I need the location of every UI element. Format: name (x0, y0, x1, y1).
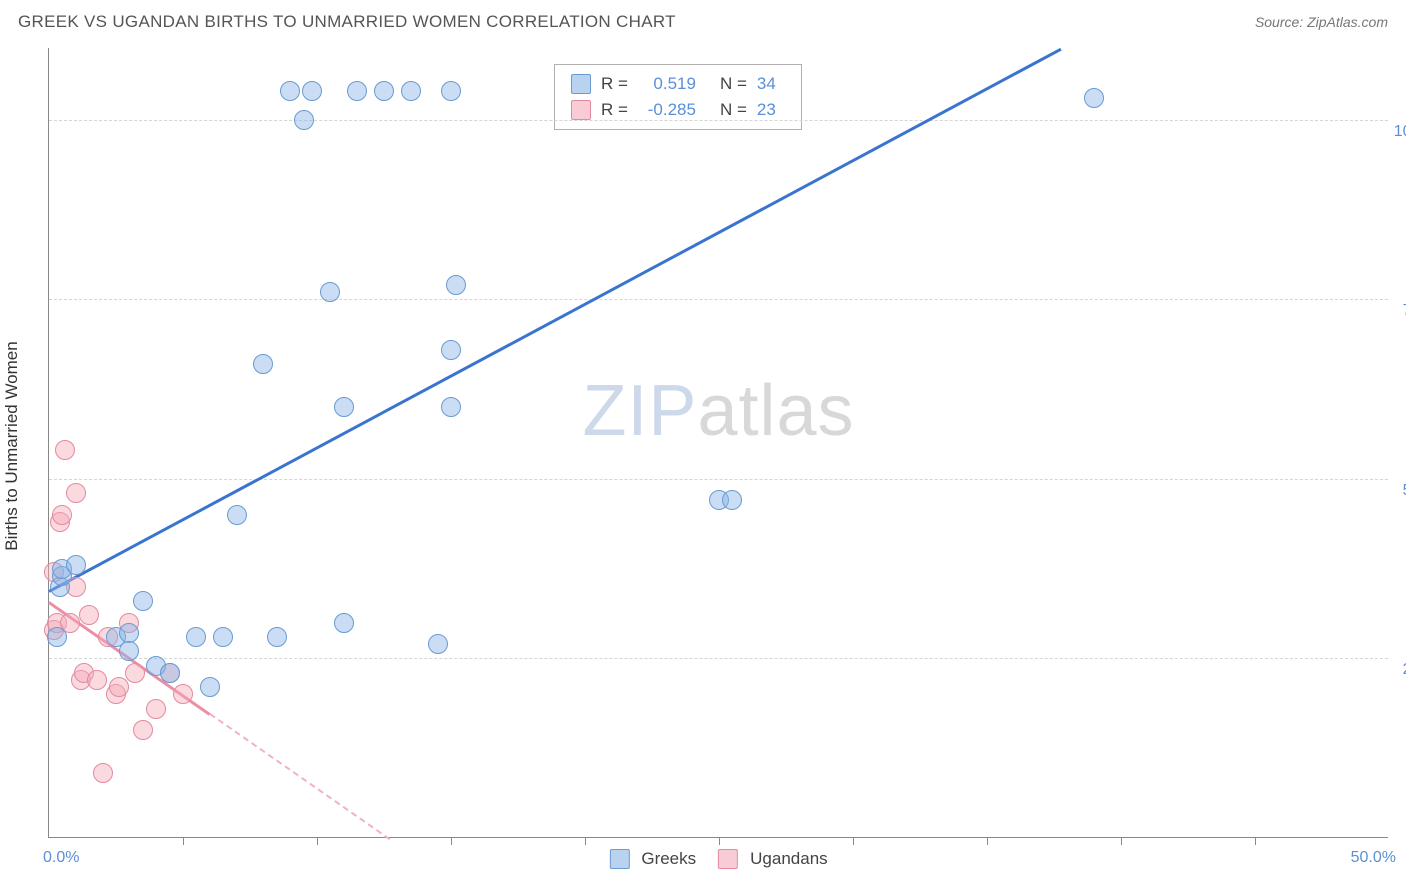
legend-label-greek: Greeks (641, 849, 696, 869)
data-point-greek (441, 81, 461, 101)
data-point-greek (374, 81, 394, 101)
r-label-2: R = (601, 100, 628, 120)
data-point-greek (186, 627, 206, 647)
data-point-ugandan (79, 605, 99, 625)
gridline (49, 479, 1388, 480)
watermark-atlas: atlas (697, 371, 854, 451)
data-point-greek (119, 641, 139, 661)
data-point-ugandan (55, 440, 75, 460)
x-tick-min-label: 0.0% (43, 849, 79, 867)
data-point-greek (200, 677, 220, 697)
data-point-ugandan (87, 670, 107, 690)
n-label: N = (720, 74, 747, 94)
r-value-greek: 0.519 (634, 74, 696, 94)
chart-source: Source: ZipAtlas.com (1255, 14, 1388, 30)
gridline (49, 299, 1388, 300)
data-point-ugandan (93, 763, 113, 783)
data-point-greek (446, 275, 466, 295)
data-point-ugandan (125, 663, 145, 683)
x-tick (451, 837, 452, 845)
watermark: ZIPatlas (582, 370, 854, 452)
legend-item-ugandan: Ugandans (718, 849, 828, 869)
data-point-greek (133, 591, 153, 611)
data-point-greek (302, 81, 322, 101)
data-point-greek (280, 81, 300, 101)
chart-header: GREEK VS UGANDAN BIRTHS TO UNMARRIED WOM… (0, 0, 1406, 44)
legend-swatch-ugandan-icon (718, 849, 738, 869)
data-point-greek (401, 81, 421, 101)
watermark-zip: ZIP (582, 371, 697, 451)
data-point-greek (227, 505, 247, 525)
y-tick-label: 75.0% (1403, 302, 1406, 320)
y-axis-label: Births to Unmarried Women (2, 341, 22, 550)
stats-row-greek: R = 0.519 N = 34 (571, 71, 785, 97)
swatch-greek-icon (571, 74, 591, 94)
n-label-2: N = (720, 100, 747, 120)
x-tick (987, 837, 988, 845)
data-point-ugandan (146, 699, 166, 719)
swatch-ugandan-icon (571, 100, 591, 120)
r-value-ugandan: -0.285 (634, 100, 696, 120)
legend-swatch-greek-icon (609, 849, 629, 869)
data-point-greek (334, 397, 354, 417)
data-point-ugandan (173, 684, 193, 704)
data-point-greek (428, 634, 448, 654)
data-point-ugandan (66, 483, 86, 503)
gridline (49, 658, 1388, 659)
data-point-greek (347, 81, 367, 101)
y-tick-label: 25.0% (1403, 661, 1406, 679)
x-tick (1255, 837, 1256, 845)
data-point-greek (1084, 88, 1104, 108)
data-point-greek (213, 627, 233, 647)
plot-area: ZIPatlas R = 0.519 N = 34 R = -0.285 N =… (48, 48, 1388, 838)
x-tick (1121, 837, 1122, 845)
data-point-greek (66, 555, 86, 575)
x-tick (585, 837, 586, 845)
x-tick-max-label: 50.0% (1351, 849, 1396, 867)
data-point-greek (334, 613, 354, 633)
data-point-greek (267, 627, 287, 647)
chart-title: GREEK VS UGANDAN BIRTHS TO UNMARRIED WOM… (18, 12, 676, 32)
data-point-ugandan (133, 720, 153, 740)
n-value-greek: 34 (757, 74, 785, 94)
regression-line (209, 713, 389, 840)
gridline (49, 120, 1388, 121)
data-point-greek (294, 110, 314, 130)
n-value-ugandan: 23 (757, 100, 785, 120)
x-tick (853, 837, 854, 845)
data-point-greek (160, 663, 180, 683)
legend-label-ugandan: Ugandans (750, 849, 828, 869)
data-point-greek (320, 282, 340, 302)
legend: Greeks Ugandans (609, 849, 827, 869)
y-tick-label: 50.0% (1403, 482, 1406, 500)
data-point-ugandan (52, 505, 72, 525)
x-tick (183, 837, 184, 845)
x-tick (317, 837, 318, 845)
legend-item-greek: Greeks (609, 849, 696, 869)
data-point-greek (441, 397, 461, 417)
data-point-greek (253, 354, 273, 374)
data-point-greek (47, 627, 67, 647)
y-tick-label: 100.0% (1394, 123, 1406, 141)
r-label: R = (601, 74, 628, 94)
data-point-greek (441, 340, 461, 360)
data-point-ugandan (109, 677, 129, 697)
x-tick (719, 837, 720, 845)
data-point-greek (722, 490, 742, 510)
